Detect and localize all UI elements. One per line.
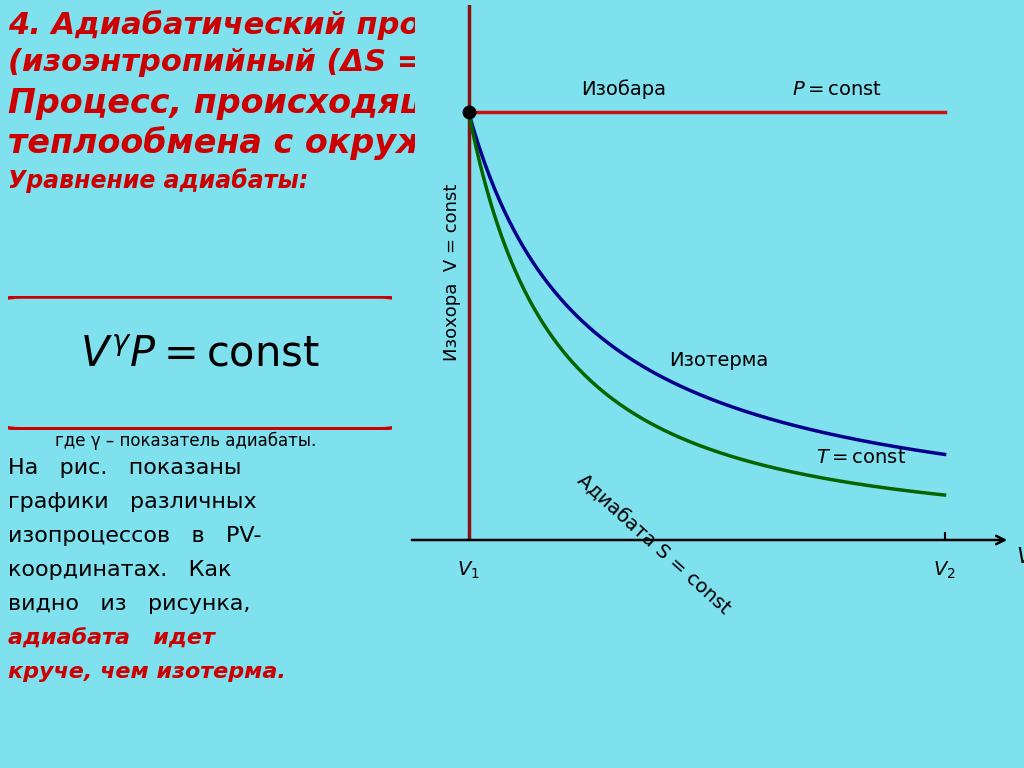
Text: На   рис.   показаны: На рис. показаны [8,458,242,478]
Text: $V$: $V$ [1016,548,1024,568]
Text: $T = \mathrm{const}$: $T = \mathrm{const}$ [816,448,906,467]
Text: $V_1$: $V_1$ [457,559,480,581]
Text: изопроцессов   в   PV-: изопроцессов в PV- [8,526,261,546]
Text: видно   из   рисунка,: видно из рисунка, [8,594,251,614]
Text: теплообмена с окружающей средой.: теплообмена с окружающей средой. [8,126,731,160]
Text: Изохора  V = const: Изохора V = const [443,184,462,361]
Text: 4. Адиабатический процесс: 4. Адиабатический процесс [8,10,500,40]
Text: где γ – показатель адиабаты.: где γ – показатель адиабаты. [55,432,316,450]
Text: круче, чем изотерма.: круче, чем изотерма. [8,662,286,682]
Text: $P = \mathrm{const}$: $P = \mathrm{const}$ [793,80,883,99]
Text: Уравнение адиабаты:: Уравнение адиабаты: [8,168,308,193]
FancyBboxPatch shape [0,297,399,429]
Text: Изобара: Изобара [581,79,666,99]
Text: Изотерма: Изотерма [669,351,768,370]
Text: $V_2$: $V_2$ [933,559,955,581]
Text: Процесс, происходящий без: Процесс, происходящий без [8,86,560,120]
Text: адиабата   идет: адиабата идет [8,628,215,648]
Text: Адиабата S = const: Адиабата S = const [572,471,733,618]
Text: $V^{\gamma}P = \mathrm{const}$: $V^{\gamma}P = \mathrm{const}$ [80,334,321,376]
Text: координатах.   Как: координатах. Как [8,560,231,580]
Text: графики   различных: графики различных [8,492,257,512]
Text: (изоэнтропийный (ΔS = 0,  S = const)).: (изоэнтропийный (ΔS = 0, S = const)). [8,48,689,77]
